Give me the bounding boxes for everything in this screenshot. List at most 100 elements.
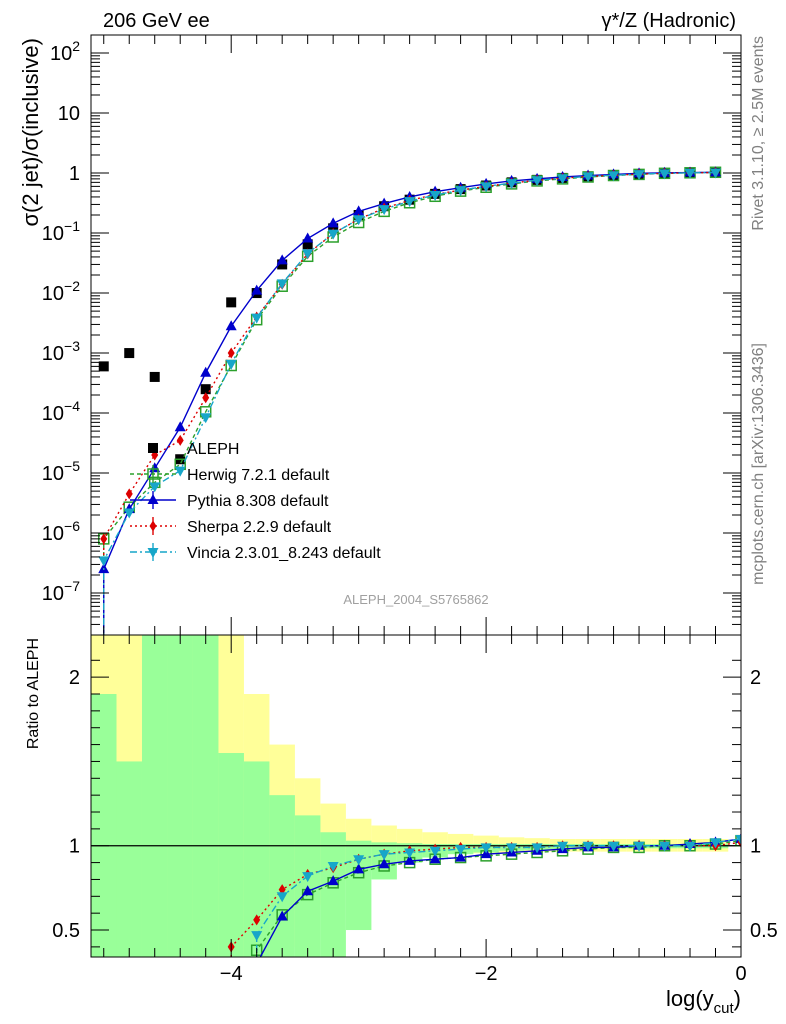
axis-ticks (91, 34, 742, 957)
legend-label-pythia-8-308-default: Pythia 8.308 default (187, 493, 329, 510)
point-vincia-2-3-01-8-243-default-11 (378, 205, 390, 216)
point-vincia-2-3-01-8-243-default-ratio-9 (480, 843, 492, 854)
point-pythia-8-308-default-ratio-6 (404, 854, 416, 865)
legend-entry-herwig-7-2-1-default: Herwig 7.2.1 default (130, 465, 330, 484)
main-y-tick-label-8: 10 (58, 103, 80, 125)
main-y-tick-label-exp: −2 (64, 278, 80, 294)
point-vincia-2-3-01-8-243-default-17 (531, 176, 543, 187)
line-pythia-8-308-default (103, 171, 716, 635)
rivet-label: Rivet 3.1.10, ≥ 2.5M events (750, 36, 767, 231)
point-pythia-8-308-default-3 (174, 421, 186, 432)
point-vincia-2-3-01-8-243-default-ratio-19 (735, 834, 741, 845)
point-aleph-5 (226, 297, 237, 308)
main-y-tick-label-4: 10−3 (42, 338, 80, 365)
header-right: γ*/Z (Hadronic) (602, 10, 736, 32)
ratio-y-tick-label-left-0: 0.5 (52, 920, 80, 942)
legend-entry-aleph: ALEPH (148, 441, 239, 458)
point-pythia-8-308-default-ratio-1 (276, 910, 288, 921)
legend-entry-sherpa-2-2-9-default: Sherpa 2.2.9 default (130, 517, 332, 536)
main-y-tick-label-9: 102 (50, 38, 80, 65)
main-y-tick-label-2: 10−5 (42, 458, 80, 485)
point-aleph-4 (200, 384, 211, 395)
point-vincia-2-3-01-8-243-default-20 (608, 171, 620, 182)
point-vincia-2-3-01-8-243-default-ratio-4 (353, 855, 365, 866)
point-vincia-2-3-01-8-243-default-ratio-18 (710, 838, 722, 849)
point-pythia-8-308-default-ratio-0 (251, 958, 262, 968)
point-pythia-8-308-default-ratio-4 (353, 863, 365, 874)
ratio-y-tick-label-right-1: 1 (750, 836, 761, 858)
point-aleph-2 (149, 371, 160, 382)
ratio-bands (91, 635, 741, 957)
main-y-tick-label-exp: −1 (64, 218, 80, 234)
ratio-y-tick-label-left-1: 1 (69, 836, 80, 858)
point-vincia-2-3-01-8-243-default-7 (276, 279, 288, 290)
point-vincia-2-3-01-8-243-default-1 (123, 508, 135, 519)
point-vincia-2-3-01-8-243-default-ratio-13 (582, 841, 594, 852)
point-vincia-2-3-01-8-243-default-2 (149, 482, 161, 493)
point-vincia-2-3-01-8-243-default-ratio-2 (302, 872, 314, 883)
point-vincia-2-3-01-8-243-default-10 (353, 215, 365, 226)
main-y-tick-label-base: 1 (69, 163, 80, 185)
stat-uncertainty-band-bin-9 (320, 832, 346, 957)
legend-entry-pythia-8-308-default: Pythia 8.308 default (130, 491, 329, 510)
main-y-tick-label-exp: −6 (64, 518, 80, 534)
line-vincia-2-3-01-8-243-default-ratio (255, 838, 741, 957)
point-vincia-2-3-01-8-243-default-ratio-6 (404, 848, 416, 859)
x-axis-label-tail: ) (734, 986, 741, 1011)
main-y-tick-label-5: 10−2 (42, 278, 80, 305)
point-vincia-2-3-01-8-243-default-ratio-0 (251, 931, 263, 942)
point-aleph-8 (302, 239, 313, 250)
point-vincia-2-3-01-8-243-default-14 (455, 186, 467, 197)
legend-marker-herwig-7-2-1-default-0 (147, 468, 159, 480)
ratio-frame (90, 634, 742, 958)
point-vincia-2-3-01-8-243-default-18 (557, 174, 569, 185)
ratio-y-tick-label-right-0: 0.5 (750, 920, 778, 942)
point-sherpa-2-2-9-default-5 (227, 347, 235, 359)
main-y-tick-label-1: 10−6 (42, 518, 80, 545)
point-vincia-2-3-01-8-243-default-22 (659, 169, 671, 180)
point-vincia-2-3-01-8-243-default-ratio-11 (531, 843, 543, 854)
point-sherpa-2-2-9-default-0 (100, 533, 108, 545)
point-vincia-2-3-01-8-243-default-0 (98, 556, 110, 567)
point-pythia-8-308-default-ratio-2 (302, 885, 314, 896)
x-axis-label: log(ycut) (666, 986, 741, 1017)
point-vincia-2-3-01-8-243-default-9 (327, 229, 339, 240)
point-vincia-2-3-01-8-243-default-ratio-16 (659, 841, 671, 852)
point-vincia-2-3-01-8-243-default-4 (200, 413, 212, 424)
legend-label-aleph: ALEPH (187, 441, 239, 458)
point-pythia-8-308-default-10 (353, 205, 365, 216)
main-plot-marks (97, 166, 722, 635)
series-sherpa-2-2-9-default (100, 167, 720, 635)
point-vincia-2-3-01-8-243-default-ratio-1 (276, 892, 288, 903)
point-vincia-2-3-01-8-243-default-21 (633, 170, 645, 181)
point-vincia-2-3-01-8-243-default-12 (404, 197, 416, 208)
point-pythia-8-308-default-ratio-3 (327, 875, 339, 886)
legend-marker-pythia-8-308-default-0 (147, 494, 159, 504)
main-y-axis-label: σ(2 jet)/σ(inclusive) (18, 38, 43, 227)
main-y-tick-label-exp: −7 (64, 578, 80, 594)
main-y-tick-label-base: 10 (42, 223, 64, 245)
stat-uncertainty-band-bin-7 (269, 795, 295, 957)
point-pythia-8-308-default-7 (276, 254, 288, 265)
point-sherpa-2-2-9-default-1 (125, 488, 133, 500)
legend-label-herwig-7-2-1-default: Herwig 7.2.1 default (187, 467, 330, 484)
stat-uncertainty-band-bin-4 (192, 635, 219, 957)
point-aleph-0 (98, 361, 109, 372)
line-sherpa-2-2-9-default (103, 171, 716, 635)
x-tick-label-2: 0 (735, 963, 746, 985)
main-y-tick-label-base: 10 (42, 583, 64, 605)
legend-label-sherpa-2-2-9-default: Sherpa 2.2.9 default (187, 519, 332, 536)
ratio-y-axis-label: Ratio to ALEPH (25, 638, 42, 749)
stat-uncertainty-band-bin-0 (91, 694, 117, 957)
point-vincia-2-3-01-8-243-default-ratio-7 (429, 846, 441, 857)
line-herwig-7-2-1-default (103, 171, 716, 635)
series-aleph (98, 167, 721, 465)
main-y-tick-label-base: 10 (42, 283, 64, 305)
ratio-y-tick-label-left-2: 2 (69, 667, 80, 689)
point-vincia-2-3-01-8-243-default-23 (684, 168, 696, 179)
point-herwig-7-2-1-default-ratio-19 (735, 834, 741, 847)
series-vincia-2-3-01-8-243-default-ratio (251, 834, 741, 957)
stat-uncertainty-band-bin-3 (167, 635, 193, 957)
